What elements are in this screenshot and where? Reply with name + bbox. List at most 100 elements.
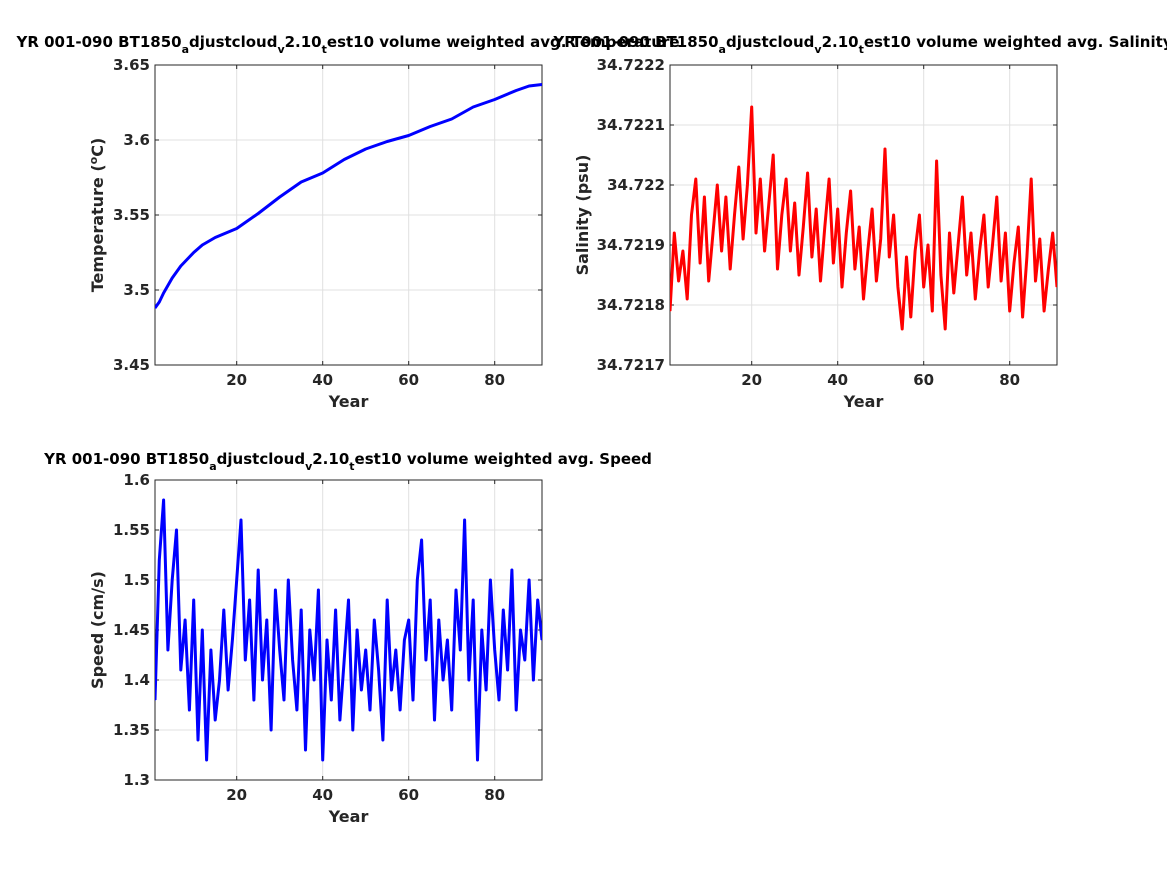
data-point [1013, 262, 1015, 264]
data-point [1008, 310, 1011, 312]
x-tick-label: 20 [226, 371, 247, 389]
data-point [240, 519, 242, 521]
data-point [360, 689, 363, 691]
data-point [541, 83, 542, 86]
y-tick-label: 1.55 [113, 521, 150, 539]
data-point [382, 739, 384, 741]
data-point [528, 579, 530, 581]
data-point [884, 148, 886, 150]
data-point [789, 250, 792, 252]
data-point [948, 232, 951, 234]
data-point [682, 250, 684, 252]
x-tick-label: 40 [827, 371, 848, 389]
data-point [1017, 226, 1020, 228]
data-point [776, 268, 779, 270]
data-point [274, 589, 277, 591]
data-point [493, 649, 496, 651]
series-line [670, 105, 1057, 331]
data-point [690, 214, 693, 216]
data-point [738, 166, 740, 168]
data-point [287, 579, 290, 581]
data-point [257, 569, 260, 571]
data-point [888, 256, 891, 258]
data-point [1034, 280, 1037, 282]
data-point [214, 236, 216, 239]
data-point [205, 759, 208, 761]
data-point [257, 212, 260, 215]
x-tick-label: 40 [312, 786, 333, 804]
x-tick-label: 80 [484, 786, 505, 804]
x-tick-label: 60 [398, 786, 419, 804]
data-point [300, 609, 303, 611]
data-point [433, 719, 436, 721]
y-tick-label: 3.45 [113, 356, 150, 374]
data-point [991, 244, 994, 246]
data-point [974, 298, 977, 300]
data-point [536, 599, 539, 601]
data-point [446, 639, 449, 641]
data-point [670, 310, 671, 312]
data-point [369, 709, 371, 711]
data-point [472, 106, 475, 108]
data-point [158, 559, 161, 561]
data-point [707, 280, 710, 282]
data-point [703, 196, 706, 198]
data-point [304, 749, 307, 751]
data-point [836, 208, 839, 210]
y-tick-label: 34.7221 [597, 116, 665, 134]
y-tick-label: 1.4 [123, 671, 150, 689]
y-tick-label: 34.7219 [597, 236, 665, 254]
y-tick-label: 3.5 [123, 281, 150, 299]
data-point [468, 679, 470, 681]
data-point [180, 265, 182, 267]
data-point [772, 154, 774, 156]
data-point [223, 609, 225, 611]
data-point [875, 280, 878, 282]
data-point [996, 196, 998, 198]
y-tick-label: 1.35 [113, 721, 150, 739]
data-point [695, 178, 697, 180]
data-point [201, 244, 204, 246]
data-point [343, 659, 346, 661]
data-point [352, 729, 354, 731]
y-axis-label: Salinity (psu) [573, 155, 592, 276]
data-point [725, 196, 727, 198]
data-point [686, 298, 688, 300]
data-point [425, 659, 427, 661]
data-point [343, 158, 346, 161]
data-point [309, 629, 311, 631]
x-axis-label: Year [328, 392, 369, 411]
data-point [373, 619, 376, 621]
data-point [720, 250, 723, 252]
data-point [1043, 310, 1045, 312]
chart-title: YR 001-090 BT1850adjustcloudv2.10test10 … [43, 450, 652, 473]
data-point [897, 286, 899, 288]
data-point [940, 274, 942, 276]
data-point [819, 280, 822, 282]
data-point [395, 649, 397, 651]
data-point [1004, 232, 1007, 234]
data-point [339, 719, 341, 721]
chart-title: YR 001-090 BT1850adjustcloudv2.10test10 … [552, 33, 1167, 56]
data-point [901, 328, 903, 330]
data-point [377, 669, 380, 671]
data-point [935, 160, 938, 162]
data-point [364, 649, 367, 651]
x-tick-label: 60 [913, 371, 934, 389]
data-point [175, 529, 178, 531]
data-point [485, 689, 487, 691]
data-point [961, 196, 964, 198]
data-point [532, 679, 535, 681]
data-point [699, 262, 701, 264]
axes-box [669, 64, 1058, 366]
data-point [420, 539, 423, 541]
data-point [407, 619, 410, 621]
x-tick-label: 80 [484, 371, 505, 389]
data-point [528, 85, 530, 87]
data-point [957, 244, 959, 246]
x-tick-label: 40 [312, 371, 333, 389]
data-point [175, 271, 178, 273]
data-point [1021, 316, 1024, 318]
data-point [334, 609, 337, 611]
data-point [386, 599, 389, 601]
